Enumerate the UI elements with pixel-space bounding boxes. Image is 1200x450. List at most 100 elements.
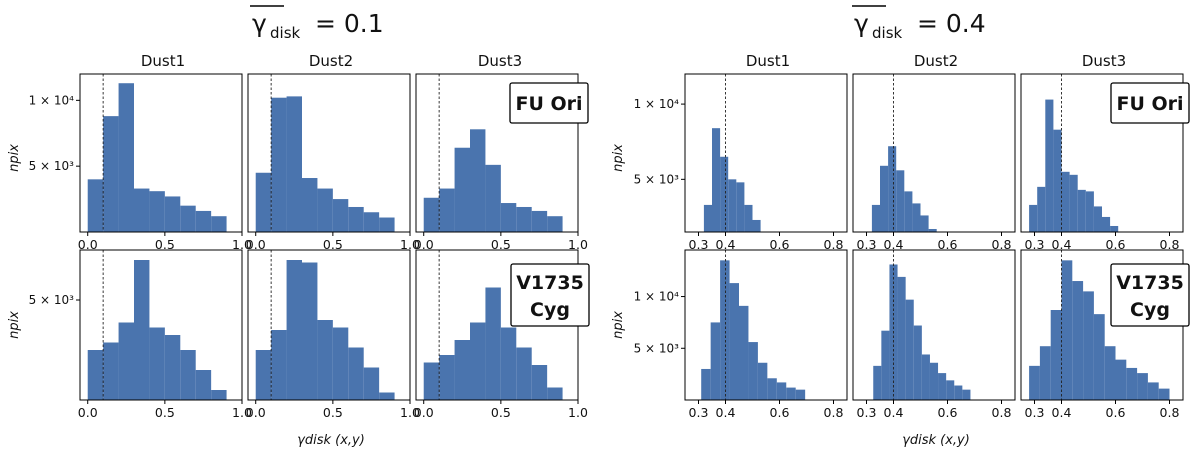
- x-tick-label: 1.0: [400, 237, 420, 252]
- x-tick-label: 0.4: [884, 405, 904, 420]
- histogram-bar: [795, 389, 806, 400]
- histogram-bar: [954, 385, 963, 400]
- histogram-bar: [904, 191, 913, 232]
- histogram-bar: [118, 322, 134, 400]
- histogram-bar: [317, 188, 333, 232]
- legend-box-v1735-left: [510, 263, 590, 327]
- histogram-bar: [928, 228, 937, 232]
- legend-fu-ori-left: FU Ori: [509, 82, 589, 124]
- histogram-bar: [1069, 174, 1078, 232]
- histogram-bar: [1115, 359, 1127, 400]
- histogram-bar: [1126, 367, 1138, 400]
- histogram-bar: [1158, 388, 1170, 400]
- histogram-bar: [1083, 291, 1094, 400]
- subplot-v1735-cyg-dust2-left: 0.0 0.5 1.0: [246, 249, 420, 420]
- histogram-bar: [103, 116, 119, 232]
- histogram-bar: [712, 128, 721, 232]
- histogram-bar: [164, 335, 181, 400]
- histogram-bar: [701, 368, 711, 400]
- x-tick-label: 0.5: [491, 405, 511, 420]
- histogram-bar: [920, 215, 929, 232]
- column-title-dust1-left: Dust1: [141, 52, 185, 70]
- histogram-bar: [938, 373, 947, 400]
- column-title-dust2-left: Dust2: [309, 52, 353, 70]
- x-tick-label: 0.0: [246, 405, 266, 420]
- histogram-bar: [786, 387, 796, 400]
- x-tick-label: 0.5: [155, 405, 175, 420]
- column-title-dust2-right: Dust2: [914, 52, 958, 70]
- histogram-bar: [348, 347, 364, 400]
- histogram-bar: [423, 197, 440, 232]
- subplot-v1735-cyg-dust3-left: 0.0 0.5 1.0: [414, 249, 588, 420]
- axes-frame: [852, 249, 1016, 401]
- histogram-bar: [720, 260, 730, 400]
- x-tick-label: 0.0: [78, 405, 98, 420]
- histogram-bar: [363, 212, 380, 232]
- x-tick-label: 0.3: [857, 237, 877, 252]
- histogram-bar: [332, 199, 349, 232]
- axes-frame: [79, 249, 243, 401]
- subplot-v1735-cyg-dust1-right: 0.3 0.4 0.6 0.8 5 × 10³ 1 × 10⁴: [634, 249, 848, 420]
- histogram-bar: [871, 204, 880, 232]
- x-tick-label: 0.5: [491, 237, 511, 252]
- histogram-bar: [164, 196, 181, 232]
- x-tick-label: 0.8: [1160, 237, 1180, 252]
- histogram-bar: [1039, 346, 1051, 400]
- histogram-bar: [302, 262, 318, 400]
- x-tick-label: 0.4: [884, 237, 904, 252]
- legend-box-v1735-right: [1110, 263, 1190, 327]
- histogram-bar: [962, 389, 971, 400]
- histogram-bar: [211, 216, 227, 232]
- subplot-fu-ori-dust1-left: 0.0 0.5 1.0 5 × 10³ 1 × 10⁴: [29, 73, 252, 252]
- panel-title-left: γ disk = 0.1: [250, 5, 384, 42]
- histogram-bar: [767, 378, 777, 400]
- title-value-right: = 0.4: [917, 9, 986, 38]
- histogram-bar: [1085, 191, 1094, 232]
- histogram-bar: [531, 210, 548, 232]
- title-gamma-right: γ: [854, 9, 869, 38]
- axes-frame: [79, 73, 243, 233]
- histogram-bar: [547, 216, 563, 232]
- title-gamma-left: γ: [252, 9, 267, 38]
- x-tick-label: 0.3: [1025, 405, 1045, 420]
- histogram-bar: [888, 146, 897, 232]
- x-tick-label: 0.3: [689, 237, 709, 252]
- histogram-bar: [531, 365, 548, 400]
- histogram-bar: [921, 354, 930, 400]
- histogram-bar: [703, 204, 712, 232]
- histogram-bar: [1029, 365, 1040, 400]
- legend-box-fu-ori-left: [509, 82, 589, 124]
- histogram-bar: [1061, 171, 1070, 232]
- title-sub-right: disk: [872, 24, 903, 42]
- histogram-bar: [470, 322, 486, 400]
- histogram-bar: [134, 188, 150, 232]
- histogram-bar: [286, 260, 302, 400]
- legend-v1735-right: V1735 Cyg: [1110, 263, 1190, 327]
- y-tick-label: 1 × 10⁴: [634, 97, 680, 111]
- subplot-fu-ori-dust2-right: 0.3 0.4 0.6 0.8: [852, 73, 1016, 252]
- histogram-bar: [255, 172, 272, 232]
- histogram-bar: [720, 156, 729, 232]
- subplot-fu-ori-dust1-right: 0.3 0.4 0.6 0.8 5 × 10³ 1 × 10⁴: [634, 73, 848, 252]
- subplot-v1735-cyg-dust1-left: 0.0 0.5 1.0 5 × 10³: [29, 249, 252, 420]
- histogram-bar: [516, 347, 532, 400]
- y-tick-label: 1 × 10⁴: [29, 93, 75, 107]
- subplot-fu-ori-dust3-right: 0.3 0.4 0.6 0.8: [1020, 73, 1184, 252]
- histogram-bar: [149, 327, 165, 400]
- histogram-bar: [134, 260, 150, 400]
- histogram-bar: [1072, 281, 1084, 400]
- y-tick-label: 1 × 10⁴: [634, 290, 680, 304]
- histogram-bar: [211, 390, 227, 400]
- x-tick-label: 0.8: [824, 237, 844, 252]
- histogram-bar: [470, 129, 486, 232]
- subplot-v1735-cyg-dust3-right: 0.3 0.4 0.6 0.8: [1020, 249, 1184, 420]
- histogram-bar: [485, 164, 501, 232]
- histogram-bar: [180, 350, 196, 400]
- histogram-bar: [1093, 314, 1105, 400]
- histogram-bar: [348, 206, 364, 232]
- histogram-bar: [728, 179, 737, 232]
- xlabel-left: γdisk (x,y): [297, 433, 365, 448]
- x-tick-label: 0.6: [770, 237, 790, 252]
